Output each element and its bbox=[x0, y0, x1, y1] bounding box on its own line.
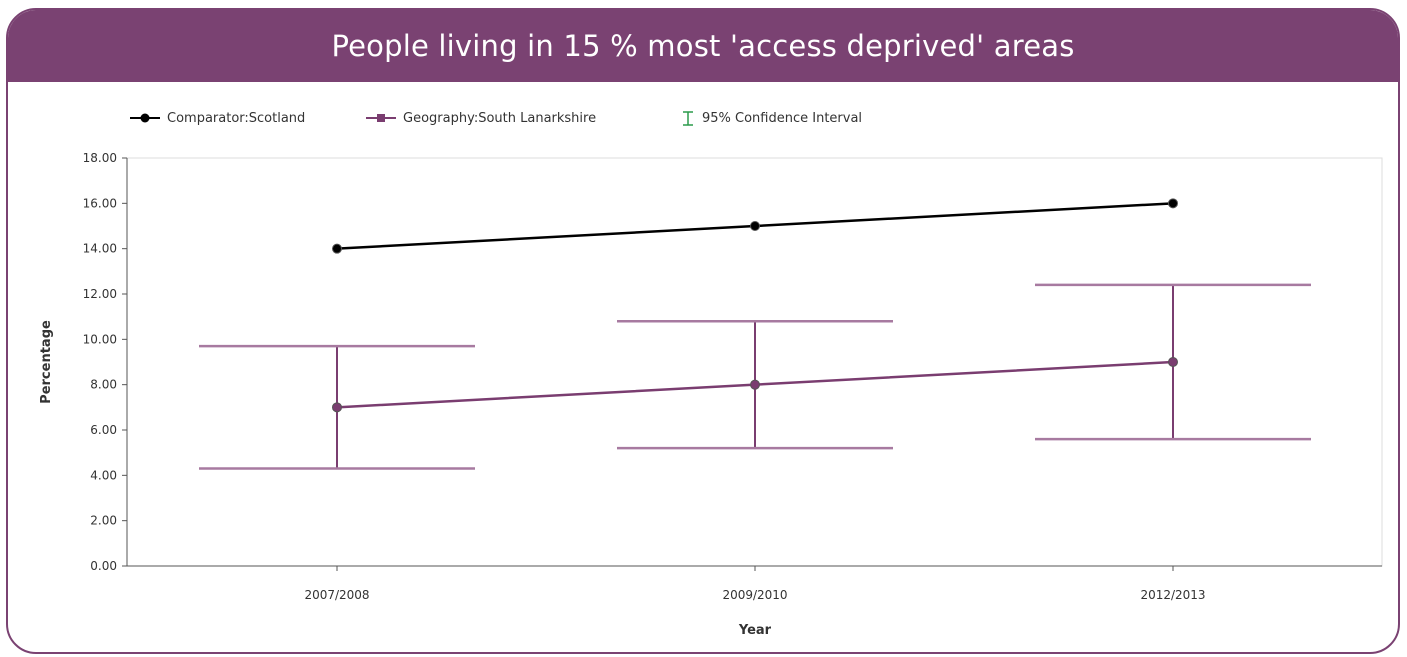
legend-comparator-label: Comparator:Scotland bbox=[167, 111, 305, 126]
y-tick-label: 4.00 bbox=[90, 468, 117, 482]
geography-point bbox=[1168, 357, 1178, 367]
series-group bbox=[332, 198, 1178, 413]
x-ticks: 2007/2008 2009/2010 2012/2013 bbox=[304, 566, 1206, 602]
chart-panel: People living in 15 % most 'access depri… bbox=[6, 8, 1400, 654]
x-tick-label: 2007/2008 bbox=[304, 588, 369, 602]
legend-geography-marker bbox=[377, 114, 385, 122]
y-tick-label: 12.00 bbox=[83, 287, 117, 301]
x-tick-label: 2009/2010 bbox=[722, 588, 787, 602]
legend-ci-label: 95% Confidence Interval bbox=[702, 111, 862, 126]
y-tick-label: 8.00 bbox=[90, 378, 117, 392]
legend: Comparator:Scotland Geography:South Lana… bbox=[130, 111, 862, 126]
y-tick-label: 16.00 bbox=[83, 196, 117, 210]
y-ticks: 0.00 2.00 4.00 6.00 8.00 10.00 12.00 14.00 16.00… bbox=[83, 151, 127, 573]
comparator-point bbox=[332, 243, 342, 254]
y-tick-label: 18.00 bbox=[83, 151, 117, 165]
y-axis-title: Percentage bbox=[39, 320, 54, 404]
legend-comparator-marker bbox=[140, 113, 150, 123]
y-tick-label: 0.00 bbox=[90, 559, 117, 573]
geography-point bbox=[332, 402, 342, 413]
legend-ci-icon bbox=[683, 111, 693, 126]
chart-title: People living in 15 % most 'access depri… bbox=[8, 10, 1398, 82]
x-axis-title: Year bbox=[738, 623, 772, 638]
y-tick-label: 10.00 bbox=[83, 332, 117, 346]
confidence-intervals bbox=[199, 283, 1311, 470]
x-tick-label: 2012/2013 bbox=[1140, 588, 1205, 602]
legend-geography-label: Geography:South Lanarkshire bbox=[403, 111, 596, 126]
comparator-point bbox=[1168, 198, 1178, 209]
y-tick-label: 14.00 bbox=[83, 242, 117, 256]
y-tick-label: 2.00 bbox=[90, 514, 117, 528]
geography-point bbox=[750, 379, 760, 390]
y-tick-label: 6.00 bbox=[90, 423, 117, 437]
comparator-point bbox=[750, 221, 760, 231]
